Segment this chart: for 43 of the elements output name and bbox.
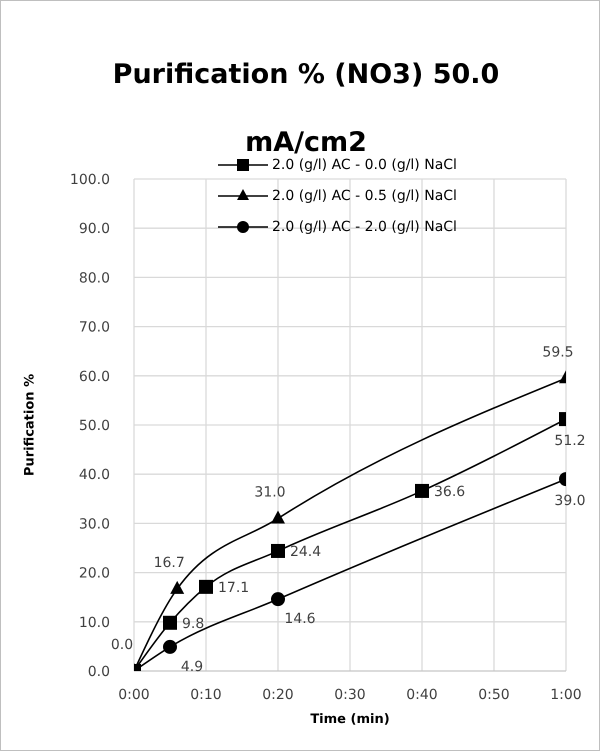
point xyxy=(271,510,285,524)
point xyxy=(199,580,213,594)
y-tick-label: 20.0 xyxy=(78,566,110,582)
x-tick-label: 1:00 xyxy=(550,686,582,703)
x-axis-title: Time (min) xyxy=(310,712,390,727)
legend-label: 2.0 (g/l) AC - 0.5 (g/l) NaCl xyxy=(272,188,457,204)
data-label: 4.9 xyxy=(180,658,204,675)
x-tick-label: 0:10 xyxy=(190,686,222,703)
data-label: 14.6 xyxy=(284,611,316,628)
chart-title: Purification % (NO3) 50.0 mA/cm2 xyxy=(112,59,500,158)
data-label: 31.0 xyxy=(254,484,286,500)
y-tick-label: 100.0 xyxy=(70,172,110,188)
y-tick-label: 70.0 xyxy=(78,320,110,336)
data-label: 36.6 xyxy=(434,484,466,500)
point xyxy=(271,592,285,606)
y-tick-label: 50.0 xyxy=(78,418,110,434)
data-label: 24.4 xyxy=(290,544,322,560)
y-tick-label: 40.0 xyxy=(78,467,110,484)
legend-label: 2.0 (g/l) AC - 2.0 (g/l) NaCl xyxy=(272,218,457,234)
x-tick-label: 0:40 xyxy=(406,686,438,703)
point xyxy=(170,580,184,594)
y-tick-label: 30.0 xyxy=(78,516,110,532)
x-tick-label: 0:50 xyxy=(478,686,510,703)
y-tick-label: 90.0 xyxy=(78,221,110,238)
data-label: 16.7 xyxy=(154,554,185,571)
y-tick-label: 0.0 xyxy=(88,664,110,680)
x-tick-label: 0:00 xyxy=(118,686,150,703)
x-tick-label: 0:30 xyxy=(334,686,366,703)
point xyxy=(163,640,177,654)
data-label: 0.0 xyxy=(110,637,134,653)
x-tick-label: 0:20 xyxy=(262,686,294,703)
data-label: 59.5 xyxy=(542,344,574,360)
data-label: 17.1 xyxy=(218,580,250,596)
y-tick-label: 80.0 xyxy=(78,270,110,286)
y-axis-title: Purification % xyxy=(22,374,38,476)
point xyxy=(271,544,285,558)
y-tick-label: 10.0 xyxy=(78,614,110,631)
point xyxy=(163,616,177,630)
y-tick-label: 60.0 xyxy=(78,368,110,385)
data-label: 51.2 xyxy=(554,433,586,450)
legend-label: 2.0 (g/l) AC - 0.0 (g/l) NaCl xyxy=(272,156,457,172)
data-label: 39.0 xyxy=(554,493,586,510)
data-label: 9.8 xyxy=(182,616,204,632)
